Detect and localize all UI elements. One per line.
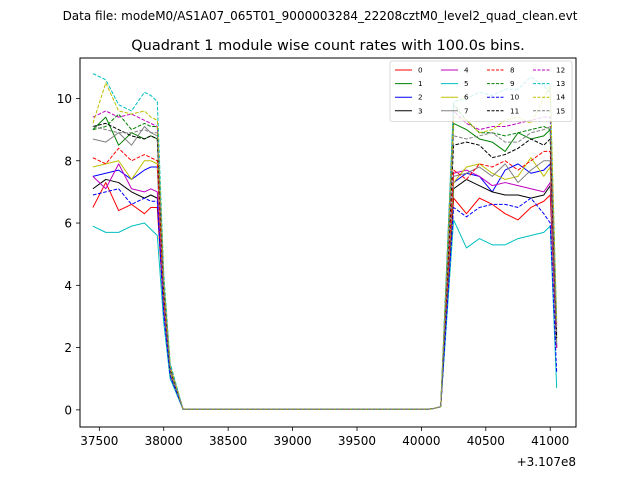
legend-label-6: 6 (464, 93, 469, 102)
series-line-14 (92, 82, 558, 410)
legend-label-12: 12 (556, 66, 565, 75)
y-tick-label: 8 (64, 154, 72, 168)
x-tick-label: 40500 (467, 434, 505, 448)
legend-label-15: 15 (556, 106, 565, 115)
y-tick-label: 4 (64, 279, 72, 293)
series-line-11 (92, 122, 558, 410)
legend-label-10: 10 (510, 93, 520, 102)
plot-area-frame (79, 57, 577, 428)
y-tick-label: 10 (57, 92, 72, 106)
series-layer (92, 73, 558, 410)
x-tick-label: 39000 (273, 434, 311, 448)
x-tick-label: 41000 (531, 434, 569, 448)
legend-label-3: 3 (418, 106, 423, 115)
axes-layer: 37500 38000 38500 39000 39500 40000 40500 41000… (57, 92, 570, 448)
legend-label-4: 4 (464, 66, 469, 75)
legend-label-5: 5 (464, 79, 469, 88)
legend-label-1: 1 (418, 79, 423, 88)
series-line-0 (92, 182, 558, 410)
x-tick-label: 38000 (145, 434, 183, 448)
x-tick-label: 39500 (338, 434, 376, 448)
chart-title: Quadrant 1 module wise count rates with … (131, 38, 525, 54)
x-tick-label: 38500 (209, 434, 247, 448)
y-tick-label: 6 (64, 217, 72, 231)
legend-label-13: 13 (556, 79, 565, 88)
series-line-10 (92, 188, 558, 410)
chart-suptitle: Data file: modeM0/AS1A07_065T01_90000032… (63, 9, 578, 23)
legend-label-14: 14 (556, 93, 566, 102)
series-line-13 (92, 73, 558, 410)
legend-label-11: 11 (510, 106, 519, 115)
x-offset-label: +3.107e8 (517, 455, 576, 469)
legend-frame (389, 60, 573, 122)
x-tick-label: 40000 (402, 434, 440, 448)
legend-label-9: 9 (510, 79, 515, 88)
series-line-12 (92, 110, 558, 410)
y-tick-label: 0 (64, 403, 72, 417)
legend-label-2: 2 (418, 93, 423, 102)
legend-label-0: 0 (418, 66, 423, 75)
legend-label-8: 8 (510, 66, 515, 75)
legend-label-7: 7 (464, 106, 469, 115)
y-tick-label: 2 (64, 341, 72, 355)
x-tick-label: 37500 (80, 434, 118, 448)
